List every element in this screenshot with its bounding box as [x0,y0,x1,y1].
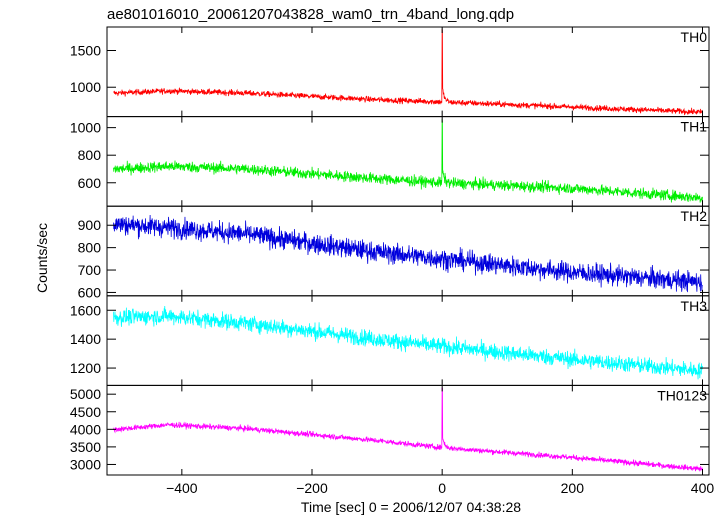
y-axis-title: Counts/sec [34,223,50,293]
y-tick-label: 1000 [70,120,101,136]
series-line-th1 [113,119,703,203]
y-tick-label: 900 [78,217,102,233]
panel-frame [106,116,710,207]
series-line-th0123 [113,387,703,472]
y-tick-label: 600 [78,175,102,191]
x-tick-label: −200 [296,480,328,496]
chart-panels: 1000 1500 TH0 600 800 1000 TH1 600 700 800 900 TH2 1… [70,26,710,476]
y-tick-label: 5000 [70,386,101,402]
series-line-th3 [113,306,703,380]
panel-label: TH2 [681,208,708,224]
y-tick-label: 3500 [70,439,101,455]
x-axis-title: Time [sec] 0 = 2006/12/07 04:38:28 [301,499,521,515]
y-tick-label: 1400 [70,331,101,347]
x-tick-label: 400 [691,480,715,496]
series-line-th0 [113,28,703,116]
y-tick-label: 800 [78,147,102,163]
y-tick-label: 1500 [70,43,101,59]
y-tick-label: 3000 [70,456,101,472]
series-line-th2 [113,215,703,293]
panel-label: TH0123 [657,387,707,403]
y-tick-label: 4500 [70,404,101,420]
panel-th0: 1000 1500 TH0 [70,26,710,118]
panel-label: TH0 [681,29,708,45]
y-tick-label: 700 [78,262,102,278]
panel-frame [106,384,710,476]
chart-title: ae801016010_20061207043828_wam0_trn_4ban… [107,6,514,23]
y-tick-label: 4000 [70,421,101,437]
y-tick-label: 1000 [70,79,101,95]
panel-label: TH1 [681,119,708,135]
x-tick-label: 0 [438,480,446,496]
y-tick-label: 600 [78,284,102,300]
x-tick-label: 200 [561,480,585,496]
x-axis: −400 −200 0 200 400 [166,480,714,496]
panel-th3: 1200 1400 1600 TH3 [70,295,710,386]
panel-th2: 600 700 800 900 TH2 [78,205,710,300]
panel-th1: 600 800 1000 TH1 [70,116,710,207]
y-tick-label: 1200 [70,360,101,376]
y-tick-label: 1600 [70,302,101,318]
y-tick-label: 800 [78,240,102,256]
x-tick-label: −400 [166,480,198,496]
panel-frame [106,295,710,386]
panel-label: TH3 [681,298,708,314]
